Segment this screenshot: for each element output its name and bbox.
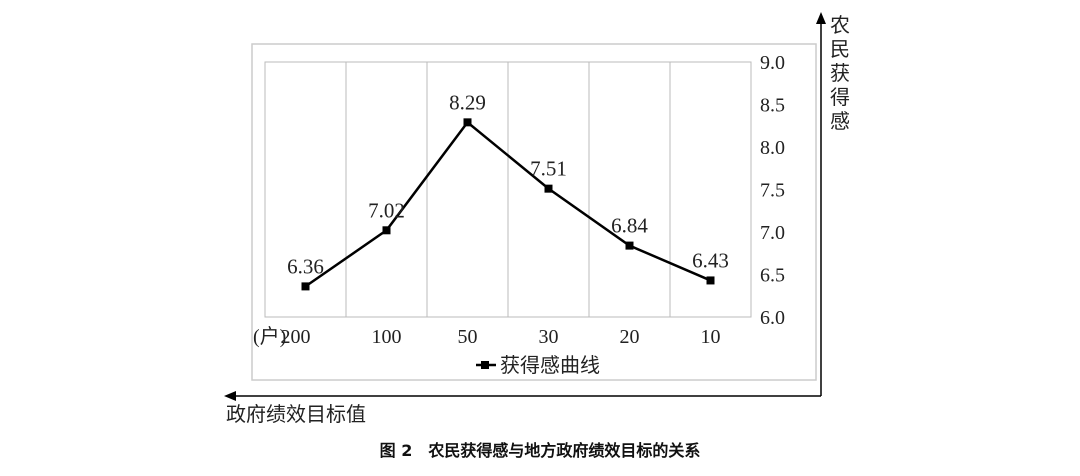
y-tick-labels: 6.0 6.5 7.0 7.5 8.0 8.5 9.0 — [760, 52, 785, 329]
data-point — [706, 276, 715, 285]
x-axis-title: 政府绩效目标值 — [226, 402, 366, 426]
y-axis-title: 农民获得感 — [830, 13, 850, 133]
data-label: 8.29 — [449, 90, 486, 114]
x-tick-labels: 200 100 50 30 20 10 — [281, 326, 721, 348]
y-tick-label: 6.0 — [760, 307, 785, 329]
x-unit-label: (户) — [253, 325, 286, 348]
y-axis-arrowhead-icon — [816, 12, 826, 24]
data-label: 6.84 — [611, 214, 648, 238]
x-tick-label: 30 — [539, 326, 559, 348]
grid-lines — [345, 62, 671, 317]
data-markers — [301, 118, 715, 291]
legend-entry: 获得感曲线 — [500, 353, 600, 377]
x-axis-arrowhead-icon — [224, 391, 236, 401]
y-tick-label: 8.5 — [760, 95, 785, 117]
data-label: 6.36 — [287, 254, 324, 278]
data-point — [382, 226, 391, 235]
data-label: 7.02 — [368, 198, 405, 222]
chart-frame — [251, 43, 817, 381]
figure-caption: 图 2 农民获得感与地方政府绩效目标的关系 — [380, 441, 701, 460]
x-tick-label: 50 — [458, 326, 478, 348]
data-point — [625, 241, 634, 250]
legend-marker-icon — [481, 361, 489, 369]
data-labels: 6.36 7.02 8.29 7.51 6.84 6.43 — [287, 90, 729, 278]
x-tick-label: 20 — [620, 326, 640, 348]
y-tick-label: 6.5 — [760, 265, 785, 287]
data-label: 7.51 — [530, 157, 567, 181]
x-tick-label: 10 — [701, 326, 721, 348]
y-tick-label: 8.0 — [760, 137, 785, 159]
x-tick-label: 100 — [372, 326, 402, 348]
data-point — [544, 184, 553, 193]
data-label: 6.43 — [692, 248, 729, 272]
x-tick-label: 200 — [281, 326, 311, 348]
series-line — [304, 120, 711, 288]
legend: 获得感曲线 — [476, 353, 600, 377]
y-tick-label: 9.0 — [760, 52, 785, 74]
data-point — [301, 282, 310, 291]
data-point — [463, 118, 472, 127]
y-tick-label: 7.0 — [760, 222, 785, 244]
y-tick-label: 7.5 — [760, 180, 785, 202]
